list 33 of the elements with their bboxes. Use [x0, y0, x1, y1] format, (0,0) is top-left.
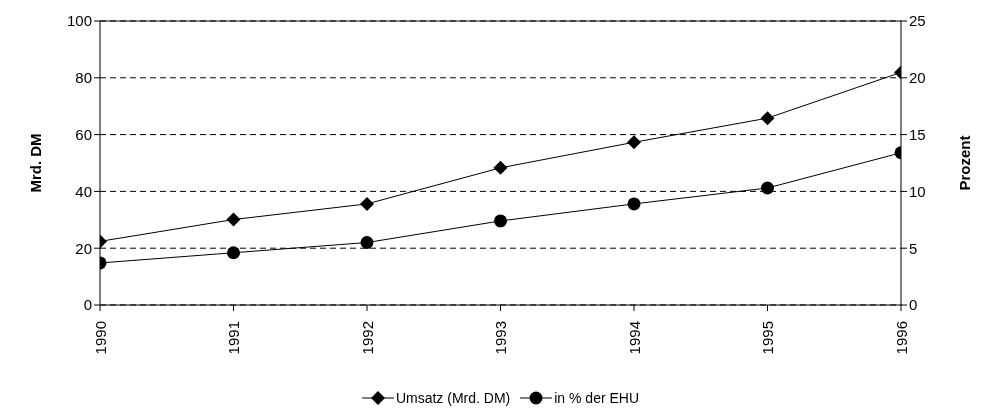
y-tick-label: 80 — [75, 69, 92, 87]
legend-label: in % der EHU — [554, 390, 640, 406]
y2-axis-title: Prozent — [956, 135, 974, 191]
point — [627, 135, 641, 150]
point — [627, 197, 641, 211]
x-tick-label: 1994 — [625, 321, 643, 355]
point — [493, 160, 508, 175]
x-tick-label: 1992 — [358, 321, 376, 355]
legend-label: Umsatz (Mrd. DM) — [395, 390, 511, 406]
y2-tick-label: 25 — [909, 12, 926, 30]
x-tick-label: 1995 — [759, 321, 776, 355]
x-tick-label: 1990 — [91, 321, 109, 355]
y2-tick-label: 10 — [909, 182, 926, 200]
y-tick-label: 20 — [75, 239, 92, 257]
point — [226, 212, 241, 227]
y2-tick-label: 5 — [909, 239, 918, 257]
x-tick-label: 1991 — [225, 321, 242, 355]
point — [761, 181, 774, 195]
y-tick-label: 40 — [75, 182, 92, 200]
point — [360, 236, 374, 250]
y-tick-label: 60 — [75, 125, 92, 143]
point — [760, 111, 775, 126]
y2-tick-label: 20 — [909, 69, 926, 87]
y-axis-title: Mrd. DM — [27, 133, 45, 193]
x-tick-label: 1996 — [892, 321, 910, 355]
point — [360, 196, 374, 211]
y2-tick-label: 0 — [909, 296, 918, 314]
point — [227, 246, 240, 260]
y-tick-label: 100 — [66, 12, 92, 30]
y2-tick-label: 15 — [909, 125, 926, 143]
point — [494, 214, 507, 228]
x-tick-label: 1993 — [492, 321, 509, 355]
y-tick-label: 0 — [83, 296, 92, 314]
